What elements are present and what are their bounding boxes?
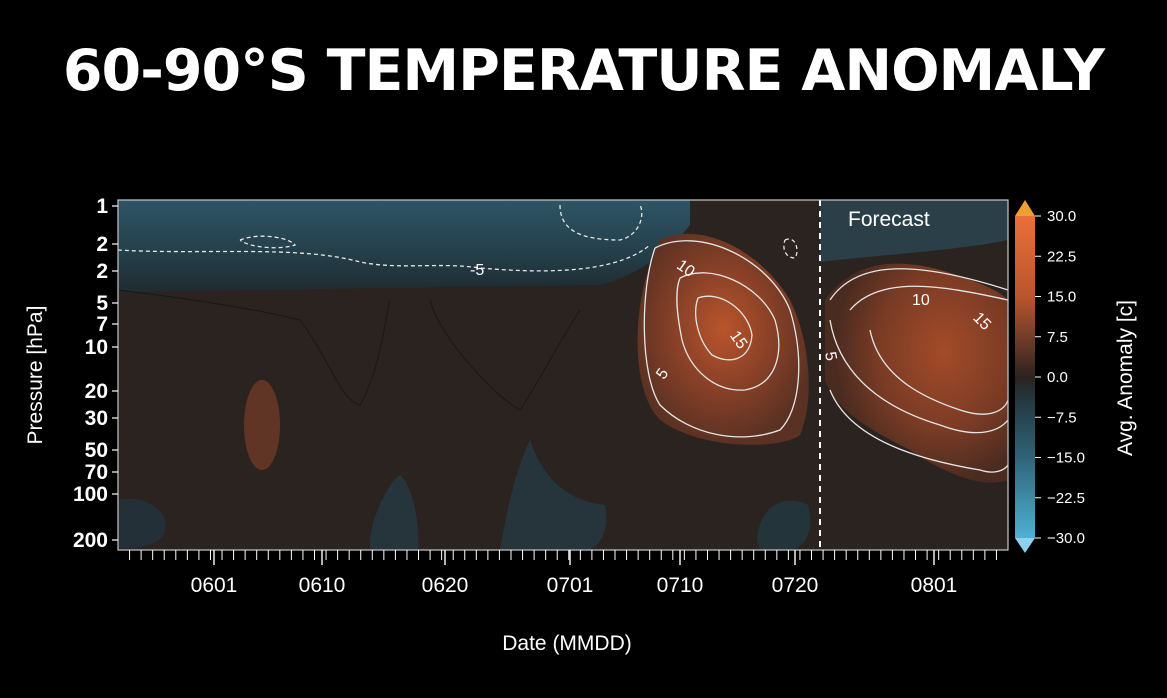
colorbar-tick-label: −22.5	[1047, 490, 1085, 507]
x-tick-label: 0720	[772, 574, 819, 597]
x-tick-label: 0620	[422, 574, 469, 597]
colorbar-tick-label: 7.5	[1047, 329, 1068, 346]
y-tick-label: 1	[96, 195, 108, 218]
colorbar-min-arrow	[1015, 538, 1035, 553]
contour-label: 5	[821, 351, 839, 363]
y-tick-label: 10	[85, 336, 108, 359]
x-tick-label: 0701	[547, 574, 594, 597]
contour-label: -5	[470, 262, 484, 279]
y-tick-label: 70	[85, 461, 108, 484]
colorbar-tick-label: 30.0	[1047, 208, 1076, 225]
colorbar-tick-label: 22.5	[1047, 248, 1076, 265]
colorbar-tick-label: −7.5	[1047, 409, 1077, 426]
chart-title: 60-90°S TEMPERATURE ANOMALY	[62, 38, 1105, 104]
colorbar-max-arrow	[1015, 200, 1035, 216]
x-axis: 0601 0610 0620 0701 0710 0720 0801	[191, 550, 958, 597]
contour-lines	[118, 204, 1008, 473]
cold-region	[118, 200, 690, 292]
colorbar-tick-label: 15.0	[1047, 289, 1076, 306]
y-axis-title: Pressure [hPa]	[24, 306, 47, 445]
x-tick-label: 0710	[657, 574, 704, 597]
x-tick-label: 0601	[191, 574, 238, 597]
plot-area: Forecast	[117, 199, 1009, 551]
colorbar-title: Avg. Anomaly [c]	[1114, 300, 1137, 456]
x-axis-title: Date (MMDD)	[502, 632, 632, 655]
colorbar: 30.0 22.5 15.0 7.5 0.0 −7.5 −15.0 −22.5 −30.0 Av…	[1015, 200, 1137, 553]
colorbar-tick-label: −30.0	[1047, 530, 1085, 547]
y-tick-label: 20	[85, 380, 108, 403]
contour-label: 10	[912, 292, 930, 309]
colorbar-tick-label: −15.0	[1047, 450, 1085, 467]
y-tick-label: 200	[73, 529, 108, 552]
y-tick-label: 2	[96, 233, 108, 256]
y-tick-label: 50	[85, 439, 108, 462]
cool-blob	[500, 440, 607, 550]
y-tick-label: 2	[96, 260, 108, 283]
cool-blob	[370, 475, 419, 550]
colorbar-tick-label: 0.0	[1047, 369, 1068, 386]
colorbar-gradient	[1015, 216, 1035, 538]
y-tick-label: 5	[96, 292, 108, 315]
warm-blob	[244, 380, 280, 470]
x-minor-ticks	[129, 550, 997, 560]
y-tick-label: 30	[85, 407, 108, 430]
cool-blob	[118, 498, 166, 549]
y-tick-label: 100	[73, 483, 108, 506]
x-tick-label: 0610	[299, 574, 346, 597]
zero-contours	[118, 289, 581, 411]
plot-frame	[117, 199, 1009, 551]
y-tick-label: 7	[96, 313, 108, 336]
forecast-label: Forecast	[848, 208, 930, 231]
warm-anomaly-forecast	[825, 263, 1008, 483]
colorbar-ticks: 30.0 22.5 15.0 7.5 0.0 −7.5 −15.0 −22.5 −30.0	[1035, 208, 1085, 547]
warm-anomaly-main	[637, 233, 809, 445]
x-tick-label: 0801	[911, 574, 958, 597]
cool-blob	[757, 500, 811, 550]
cold-region-forecast	[820, 200, 1008, 262]
